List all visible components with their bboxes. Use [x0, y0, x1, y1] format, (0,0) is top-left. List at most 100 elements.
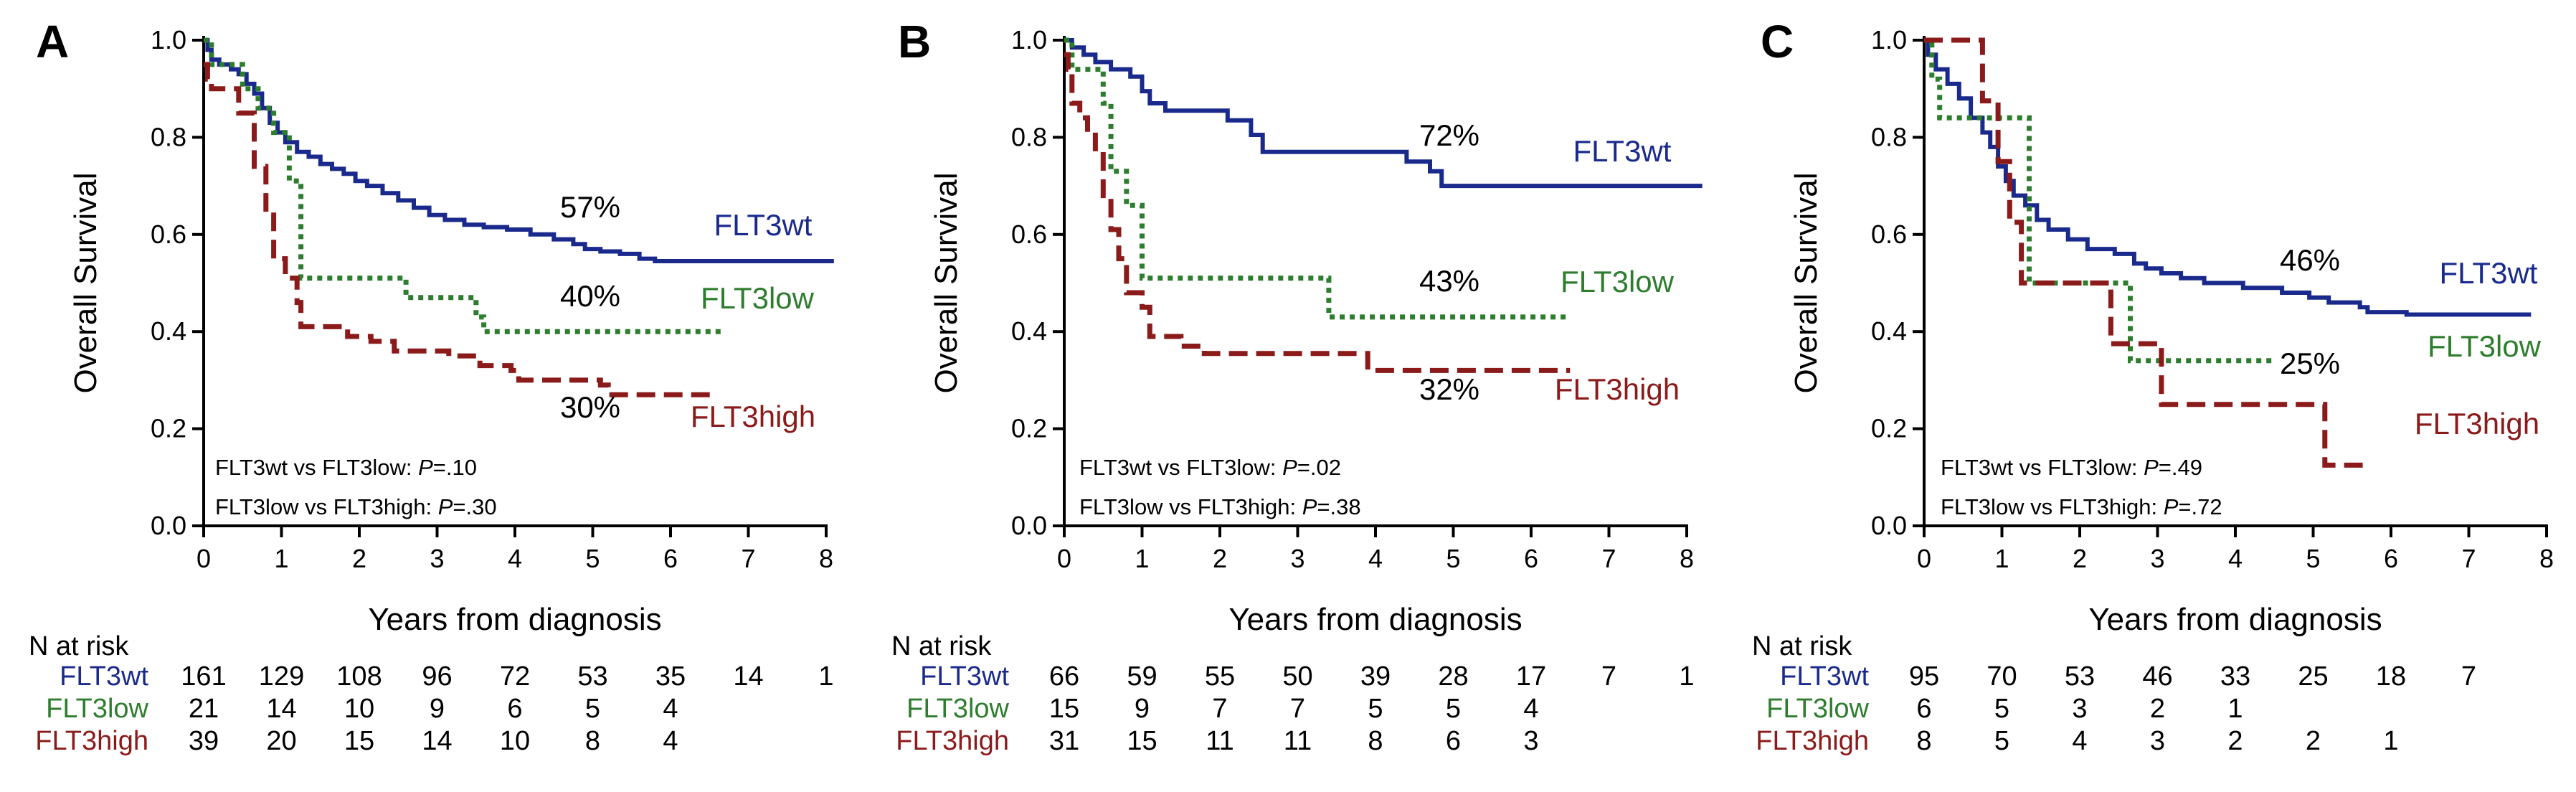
- p-value-number: =.38: [1317, 494, 1360, 519]
- at-risk-count: 2: [2227, 726, 2243, 756]
- panel-label: C: [1761, 16, 1794, 67]
- x-tick-label: 1: [1994, 544, 2009, 573]
- series-label-flt3low: FLT3low: [701, 281, 815, 315]
- x-tick-label: 5: [585, 544, 600, 573]
- at-risk-count: 14: [422, 726, 452, 756]
- at-risk-count: 7: [2461, 661, 2476, 692]
- at-risk-count: 28: [1438, 661, 1468, 692]
- series-label-flt3low: FLT3low: [1561, 265, 1675, 298]
- x-tick-label: 7: [741, 544, 755, 573]
- at-risk-count: 10: [500, 726, 530, 756]
- x-tick-label: 8: [819, 544, 833, 573]
- at-risk-count: 1: [1679, 661, 1694, 692]
- at-risk-row-label: FLT3high: [896, 726, 1009, 756]
- y-tick-label: 0.4: [151, 316, 186, 346]
- p-value-symbol: P: [1302, 494, 1317, 519]
- at-risk-count: 15: [1049, 694, 1079, 724]
- at-risk-count: 20: [266, 726, 296, 756]
- survival-curve-flt3high: [1924, 37, 2368, 468]
- at-risk-count: 6: [1446, 726, 1461, 756]
- survival-percent-label: 46%: [2280, 243, 2340, 277]
- y-tick-label: 0.4: [1871, 316, 1907, 346]
- p-value-prefix: FLT3low vs FLT3high:: [215, 494, 438, 519]
- p-value-number: =.02: [1297, 455, 1341, 480]
- p-value-prefix: FLT3low vs FLT3high:: [1079, 494, 1302, 519]
- km-panel-a: A 0.0 0.2 0.4 0.6 0.8 1.0 0 1 2 3 4 5 6 7 8 Years from d…: [29, 16, 834, 756]
- at-risk-count: 35: [655, 661, 686, 692]
- p-value-annotation: FLT3low vs FLT3high: P=.72: [1941, 494, 2222, 519]
- at-risk-count: 9: [430, 694, 445, 724]
- at-risk-row-label: FLT3wt: [920, 661, 1009, 692]
- series-label-flt3wt: FLT3wt: [2440, 256, 2538, 290]
- at-risk-row-label: FLT3wt: [60, 661, 148, 692]
- survival-curve-flt3high: [1064, 52, 1571, 373]
- x-tick-label: 6: [1524, 544, 1538, 573]
- at-risk-count: 11: [1206, 726, 1233, 756]
- series-label-flt3high: FLT3high: [2415, 407, 2539, 440]
- y-tick-label: 0.6: [1871, 220, 1907, 249]
- y-axis-label: Overall Survival: [1789, 172, 1824, 393]
- y-tick-label: 0.8: [1871, 122, 1907, 151]
- x-tick-label: 6: [2384, 544, 2398, 573]
- at-risk-count: 66: [1049, 661, 1079, 692]
- x-tick-label: 3: [2150, 544, 2164, 573]
- p-value-number: =.10: [433, 455, 477, 480]
- at-risk-count: 5: [1994, 726, 2009, 756]
- x-tick-label: 4: [1368, 544, 1383, 573]
- y-tick-label: 0.8: [1011, 122, 1047, 151]
- p-value-symbol: P: [418, 455, 433, 480]
- at-risk-count: 2: [2306, 726, 2321, 756]
- p-value-annotation: FLT3wt vs FLT3low: P=.10: [215, 455, 477, 480]
- at-risk-count: 3: [2150, 726, 2165, 756]
- at-risk-count: 1: [818, 661, 833, 692]
- x-tick-label: 2: [352, 544, 366, 573]
- p-value-prefix: FLT3wt vs FLT3low:: [215, 455, 418, 480]
- panel-label: B: [898, 16, 931, 67]
- y-tick-label: 1.0: [1871, 25, 1907, 55]
- at-risk-count: 1: [2227, 694, 2243, 724]
- x-tick-label: 4: [2228, 544, 2243, 573]
- survival-curve-flt3low: [1924, 37, 2275, 364]
- at-risk-title: N at risk: [1752, 631, 1852, 661]
- at-risk-count: 21: [189, 694, 219, 724]
- at-risk-count: 5: [1994, 694, 2009, 724]
- p-value-number: =.30: [453, 494, 496, 519]
- at-risk-count: 17: [1516, 661, 1546, 692]
- y-tick-label: 0.2: [1011, 414, 1047, 443]
- survival-percent-label: 32%: [1419, 372, 1479, 406]
- x-axis-label: Years from diagnosis: [1228, 602, 1522, 637]
- series-label-flt3high: FLT3high: [691, 400, 815, 433]
- y-tick-label: 0.2: [151, 414, 186, 443]
- p-value-annotation: FLT3wt vs FLT3low: P=.02: [1079, 455, 1341, 480]
- p-value-number: =.72: [2178, 494, 2222, 519]
- at-risk-count: 15: [344, 726, 374, 756]
- at-risk-count: 8: [585, 726, 600, 756]
- at-risk-count: 4: [1523, 694, 1538, 724]
- x-tick-label: 8: [1680, 544, 1694, 573]
- at-risk-count: 8: [1916, 726, 1931, 756]
- p-value-symbol: P: [2164, 494, 2179, 519]
- survival-curve-flt3wt: [204, 38, 834, 263]
- x-tick-label: 2: [2073, 544, 2087, 573]
- y-tick-label: 0.8: [151, 122, 186, 151]
- p-value-number: =.49: [2159, 455, 2202, 480]
- at-risk-count: 39: [1360, 661, 1391, 692]
- at-risk-count: 4: [663, 694, 678, 724]
- y-tick-label: 0.4: [1011, 316, 1047, 346]
- x-axis-label: Years from diagnosis: [2088, 602, 2382, 637]
- at-risk-count: 50: [1282, 661, 1312, 692]
- y-tick-label: 0.6: [1011, 220, 1047, 249]
- at-risk-count: 3: [1523, 726, 1538, 756]
- at-risk-count: 5: [585, 694, 600, 724]
- survival-percent-label: 25%: [2280, 346, 2340, 380]
- y-tick-label: 0.2: [1871, 414, 1907, 443]
- x-tick-label: 5: [1446, 544, 1460, 573]
- at-risk-count: 72: [500, 661, 530, 692]
- p-value-prefix: FLT3low vs FLT3high:: [1941, 494, 2164, 519]
- at-risk-count: 6: [1916, 694, 1931, 724]
- x-tick-label: 0: [1917, 544, 1931, 573]
- y-tick-label: 0.0: [1871, 511, 1907, 540]
- y-tick-label: 1.0: [151, 25, 186, 55]
- p-value-symbol: P: [1282, 455, 1297, 480]
